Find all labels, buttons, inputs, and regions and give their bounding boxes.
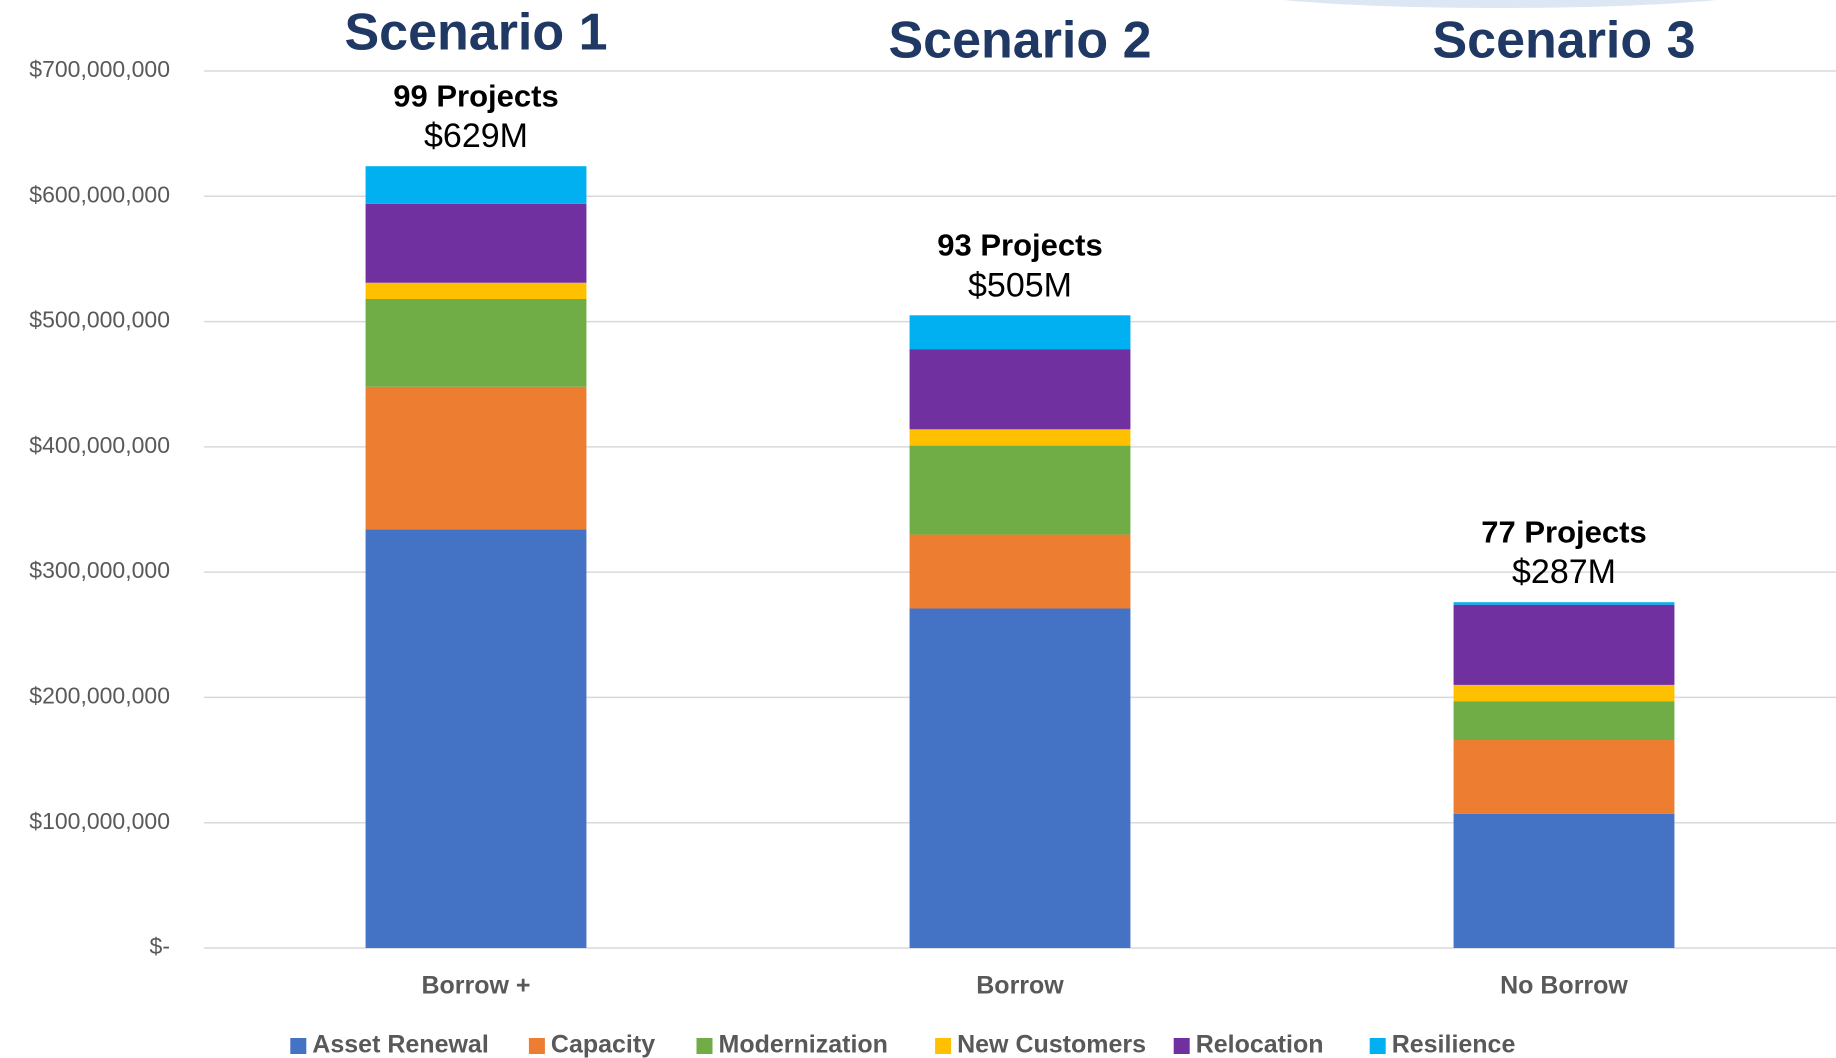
total-label: $287M (1512, 553, 1616, 591)
y-tick-label: $300,000,000 (29, 557, 170, 583)
y-tick-label: $100,000,000 (29, 808, 170, 834)
y-tick-label: $200,000,000 (29, 683, 170, 709)
legend-swatch (696, 1038, 713, 1054)
project-count: 93 Projects (937, 227, 1102, 262)
bar-segment (909, 608, 1131, 948)
bar-segment (365, 166, 587, 204)
bar-segment (1453, 813, 1675, 948)
bar-segment (909, 445, 1131, 535)
legend-swatch (528, 1038, 545, 1054)
bar-segment (909, 534, 1131, 609)
bar-segment (365, 386, 587, 530)
y-tick-label: $700,000,000 (29, 56, 170, 82)
legend-label: Resilience (1392, 1031, 1516, 1058)
y-tick-label: $400,000,000 (29, 432, 170, 458)
legend-swatch (1173, 1038, 1190, 1054)
x-tick-label: No Borrow (1500, 972, 1628, 1000)
decoration (1284, 0, 1716, 8)
legend-swatch (1369, 1038, 1386, 1054)
total-label: $629M (424, 117, 528, 155)
y-tick-label: $600,000,000 (29, 181, 170, 207)
project-count: 77 Projects (1481, 514, 1646, 549)
x-tick-label: Borrow + (421, 972, 530, 1000)
bar-segment (365, 529, 587, 948)
bar-segment (365, 282, 587, 300)
bar-segment (1453, 604, 1675, 685)
bar-segment (1453, 684, 1675, 702)
bar-segment (365, 203, 587, 283)
legend-label: Capacity (551, 1031, 655, 1058)
bar-segment (1453, 701, 1675, 741)
bar-segment (909, 429, 1131, 446)
legend-label: New Customers (957, 1031, 1146, 1058)
bar-segment (365, 299, 587, 387)
y-tick-label: $- (150, 933, 170, 959)
scenario-title: Scenario 2 (888, 12, 1151, 70)
scenario-title: Scenario 1 (344, 4, 607, 62)
legend-swatch (290, 1038, 307, 1054)
bar-segment (1453, 602, 1675, 605)
project-count: 99 Projects (393, 78, 558, 113)
legend-label: Modernization (719, 1031, 888, 1058)
bar-segment (909, 315, 1131, 350)
y-tick-label: $500,000,000 (29, 307, 170, 333)
legend-swatch (935, 1038, 952, 1054)
scenario-title: Scenario 3 (1432, 12, 1695, 70)
bar-segment (1453, 740, 1675, 814)
bar-segment (909, 349, 1131, 430)
legend-label: Asset Renewal (312, 1031, 488, 1058)
legend-label: Relocation (1196, 1031, 1324, 1058)
x-tick-label: Borrow (976, 972, 1064, 1000)
total-label: $505M (968, 266, 1072, 304)
